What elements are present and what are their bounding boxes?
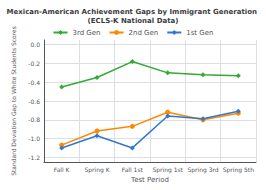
svg-text:2nd Gen: 2nd Gen <box>129 29 159 37</box>
svg-text:Fall 1st: Fall 1st <box>122 166 144 173</box>
svg-text:Spring K: Spring K <box>84 166 110 174</box>
svg-text:3rd Gen: 3rd Gen <box>72 29 100 37</box>
svg-text:1st Gen: 1st Gen <box>186 29 213 37</box>
svg-text:0.0: 0.0 <box>30 41 40 48</box>
svg-text:-0.4: -0.4 <box>28 79 40 86</box>
svg-text:-1.2: -1.2 <box>28 154 40 161</box>
svg-text:Spring 1st: Spring 1st <box>152 166 183 174</box>
svg-text:Spring 3rd: Spring 3rd <box>187 166 218 174</box>
svg-text:-0.2: -0.2 <box>28 60 40 67</box>
svg-text:-0.8: -0.8 <box>28 116 40 123</box>
svg-text:-0.6: -0.6 <box>28 98 40 105</box>
svg-text:Mexican-American Achievement G: Mexican-American Achievement Gaps by Imm… <box>7 8 260 16</box>
svg-text:Standard Deviation Gap to Whit: Standard Deviation Gap to White Students… <box>10 26 18 176</box>
svg-text:Test Period: Test Period <box>130 176 169 184</box>
svg-text:Spring 5th: Spring 5th <box>223 166 254 174</box>
svg-text:Fall K: Fall K <box>54 166 71 173</box>
svg-text:(ECLS-K National Data): (ECLS-K National Data) <box>88 17 179 25</box>
svg-text:-1.0: -1.0 <box>28 135 40 142</box>
